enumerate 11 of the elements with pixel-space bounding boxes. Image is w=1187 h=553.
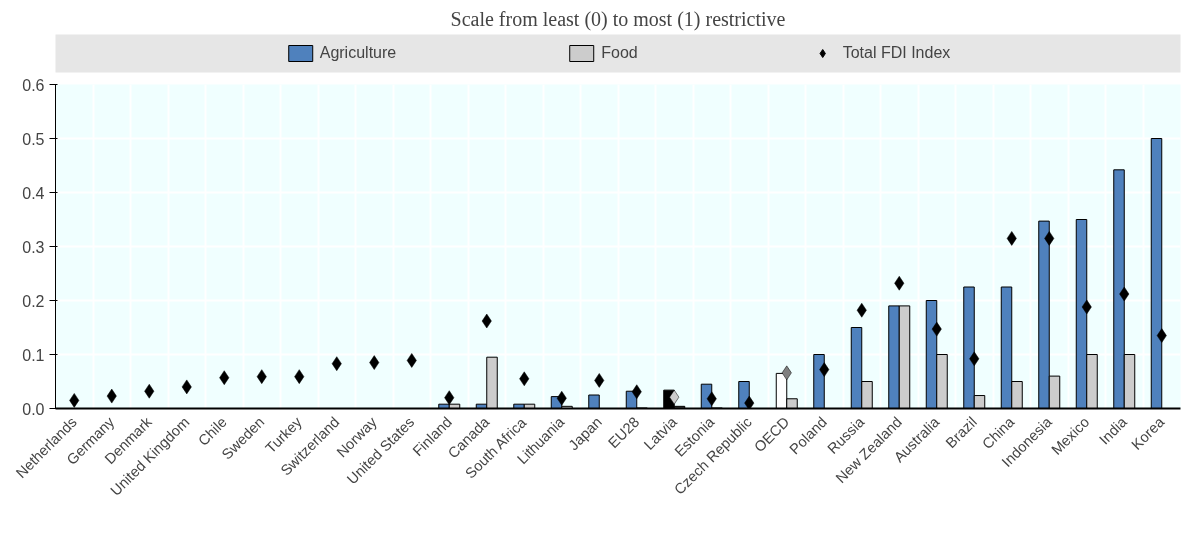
legend-label: Agriculture <box>319 44 397 62</box>
y-tick-label: 0.2 <box>22 292 45 310</box>
y-tick-label: 0.1 <box>22 346 45 364</box>
y-tick-label: 0.0 <box>22 400 45 418</box>
legend-label: Food <box>601 44 638 62</box>
chart-title: Scale from least (0) to most (1) restrictive <box>450 7 786 31</box>
legend-label: Total FDI Index <box>842 44 951 62</box>
y-tick-label: 0.6 <box>22 76 45 94</box>
y-tick-label: 0.4 <box>22 184 45 202</box>
y-tick-label: 0.3 <box>22 238 45 256</box>
y-tick-label: 0.5 <box>22 130 45 148</box>
